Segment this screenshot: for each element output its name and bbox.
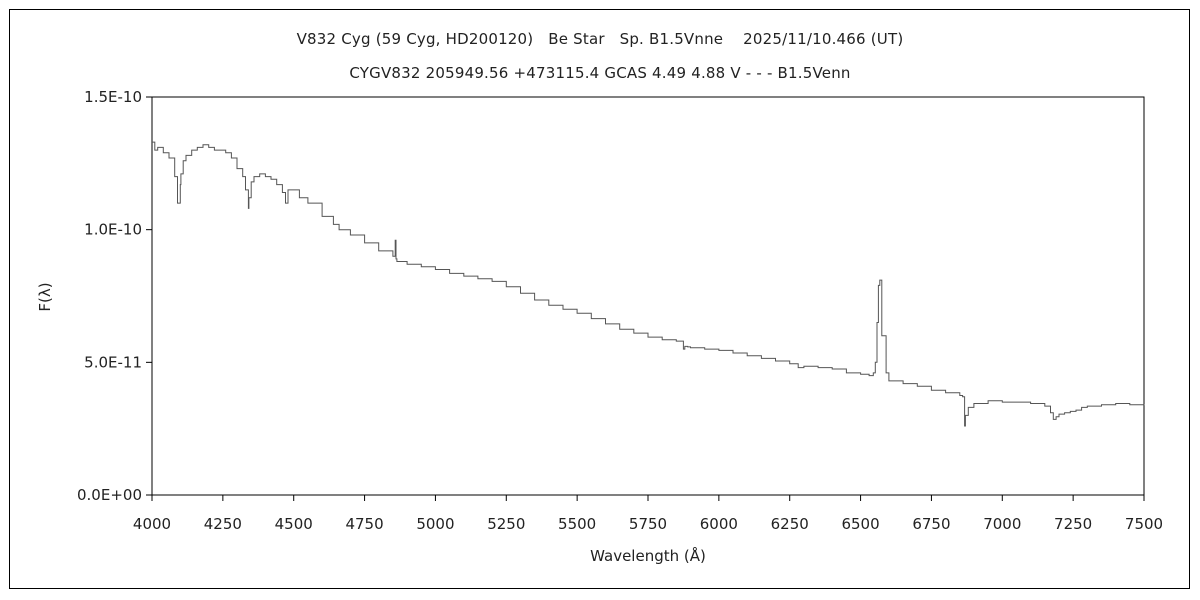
x-tick-label: 4250 xyxy=(204,515,242,533)
y-tick-label: 1.5E-10 xyxy=(84,88,142,106)
x-tick-label: 5000 xyxy=(416,515,454,533)
x-tick-label: 6250 xyxy=(771,515,809,533)
x-tick-label: 5500 xyxy=(558,515,596,533)
x-tick-label: 7250 xyxy=(1054,515,1092,533)
y-tick-label: 5.0E-11 xyxy=(84,353,142,371)
x-tick-label: 6000 xyxy=(700,515,738,533)
x-tick-label: 7500 xyxy=(1125,515,1163,533)
x-tick-label: 6500 xyxy=(841,515,879,533)
x-tick-label: 5750 xyxy=(629,515,667,533)
x-tick-label: 6750 xyxy=(912,515,950,533)
chart-title: V832 Cyg (59 Cyg, HD200120) Be Star Sp. … xyxy=(296,30,904,48)
y-axis: 0.0E+00 5.0E-11 1.0E-10 1.5E-10 xyxy=(77,88,152,504)
y-axis-title: F(λ) xyxy=(36,282,54,311)
x-axis: 4000 4250 4500 4750 5000 5250 5500 5750 6000 6250… xyxy=(133,495,1163,533)
x-tick-label: 5250 xyxy=(487,515,525,533)
y-tick-label: 0.0E+00 xyxy=(77,486,142,504)
x-tick-label: 4750 xyxy=(345,515,383,533)
plot-area xyxy=(151,96,1145,496)
x-tick-label: 4500 xyxy=(275,515,313,533)
y-tick-label: 1.0E-10 xyxy=(84,221,142,239)
x-tick-label: 7000 xyxy=(983,515,1021,533)
chart-subtitle: CYGV832 205949.56 +473115.4 GCAS 4.49 4.… xyxy=(349,64,851,82)
x-axis-title: Wavelength (Å) xyxy=(590,546,706,565)
chart-frame xyxy=(9,9,1190,589)
spectrum-line-series xyxy=(152,141,1145,427)
x-tick-label: 4000 xyxy=(133,515,171,533)
